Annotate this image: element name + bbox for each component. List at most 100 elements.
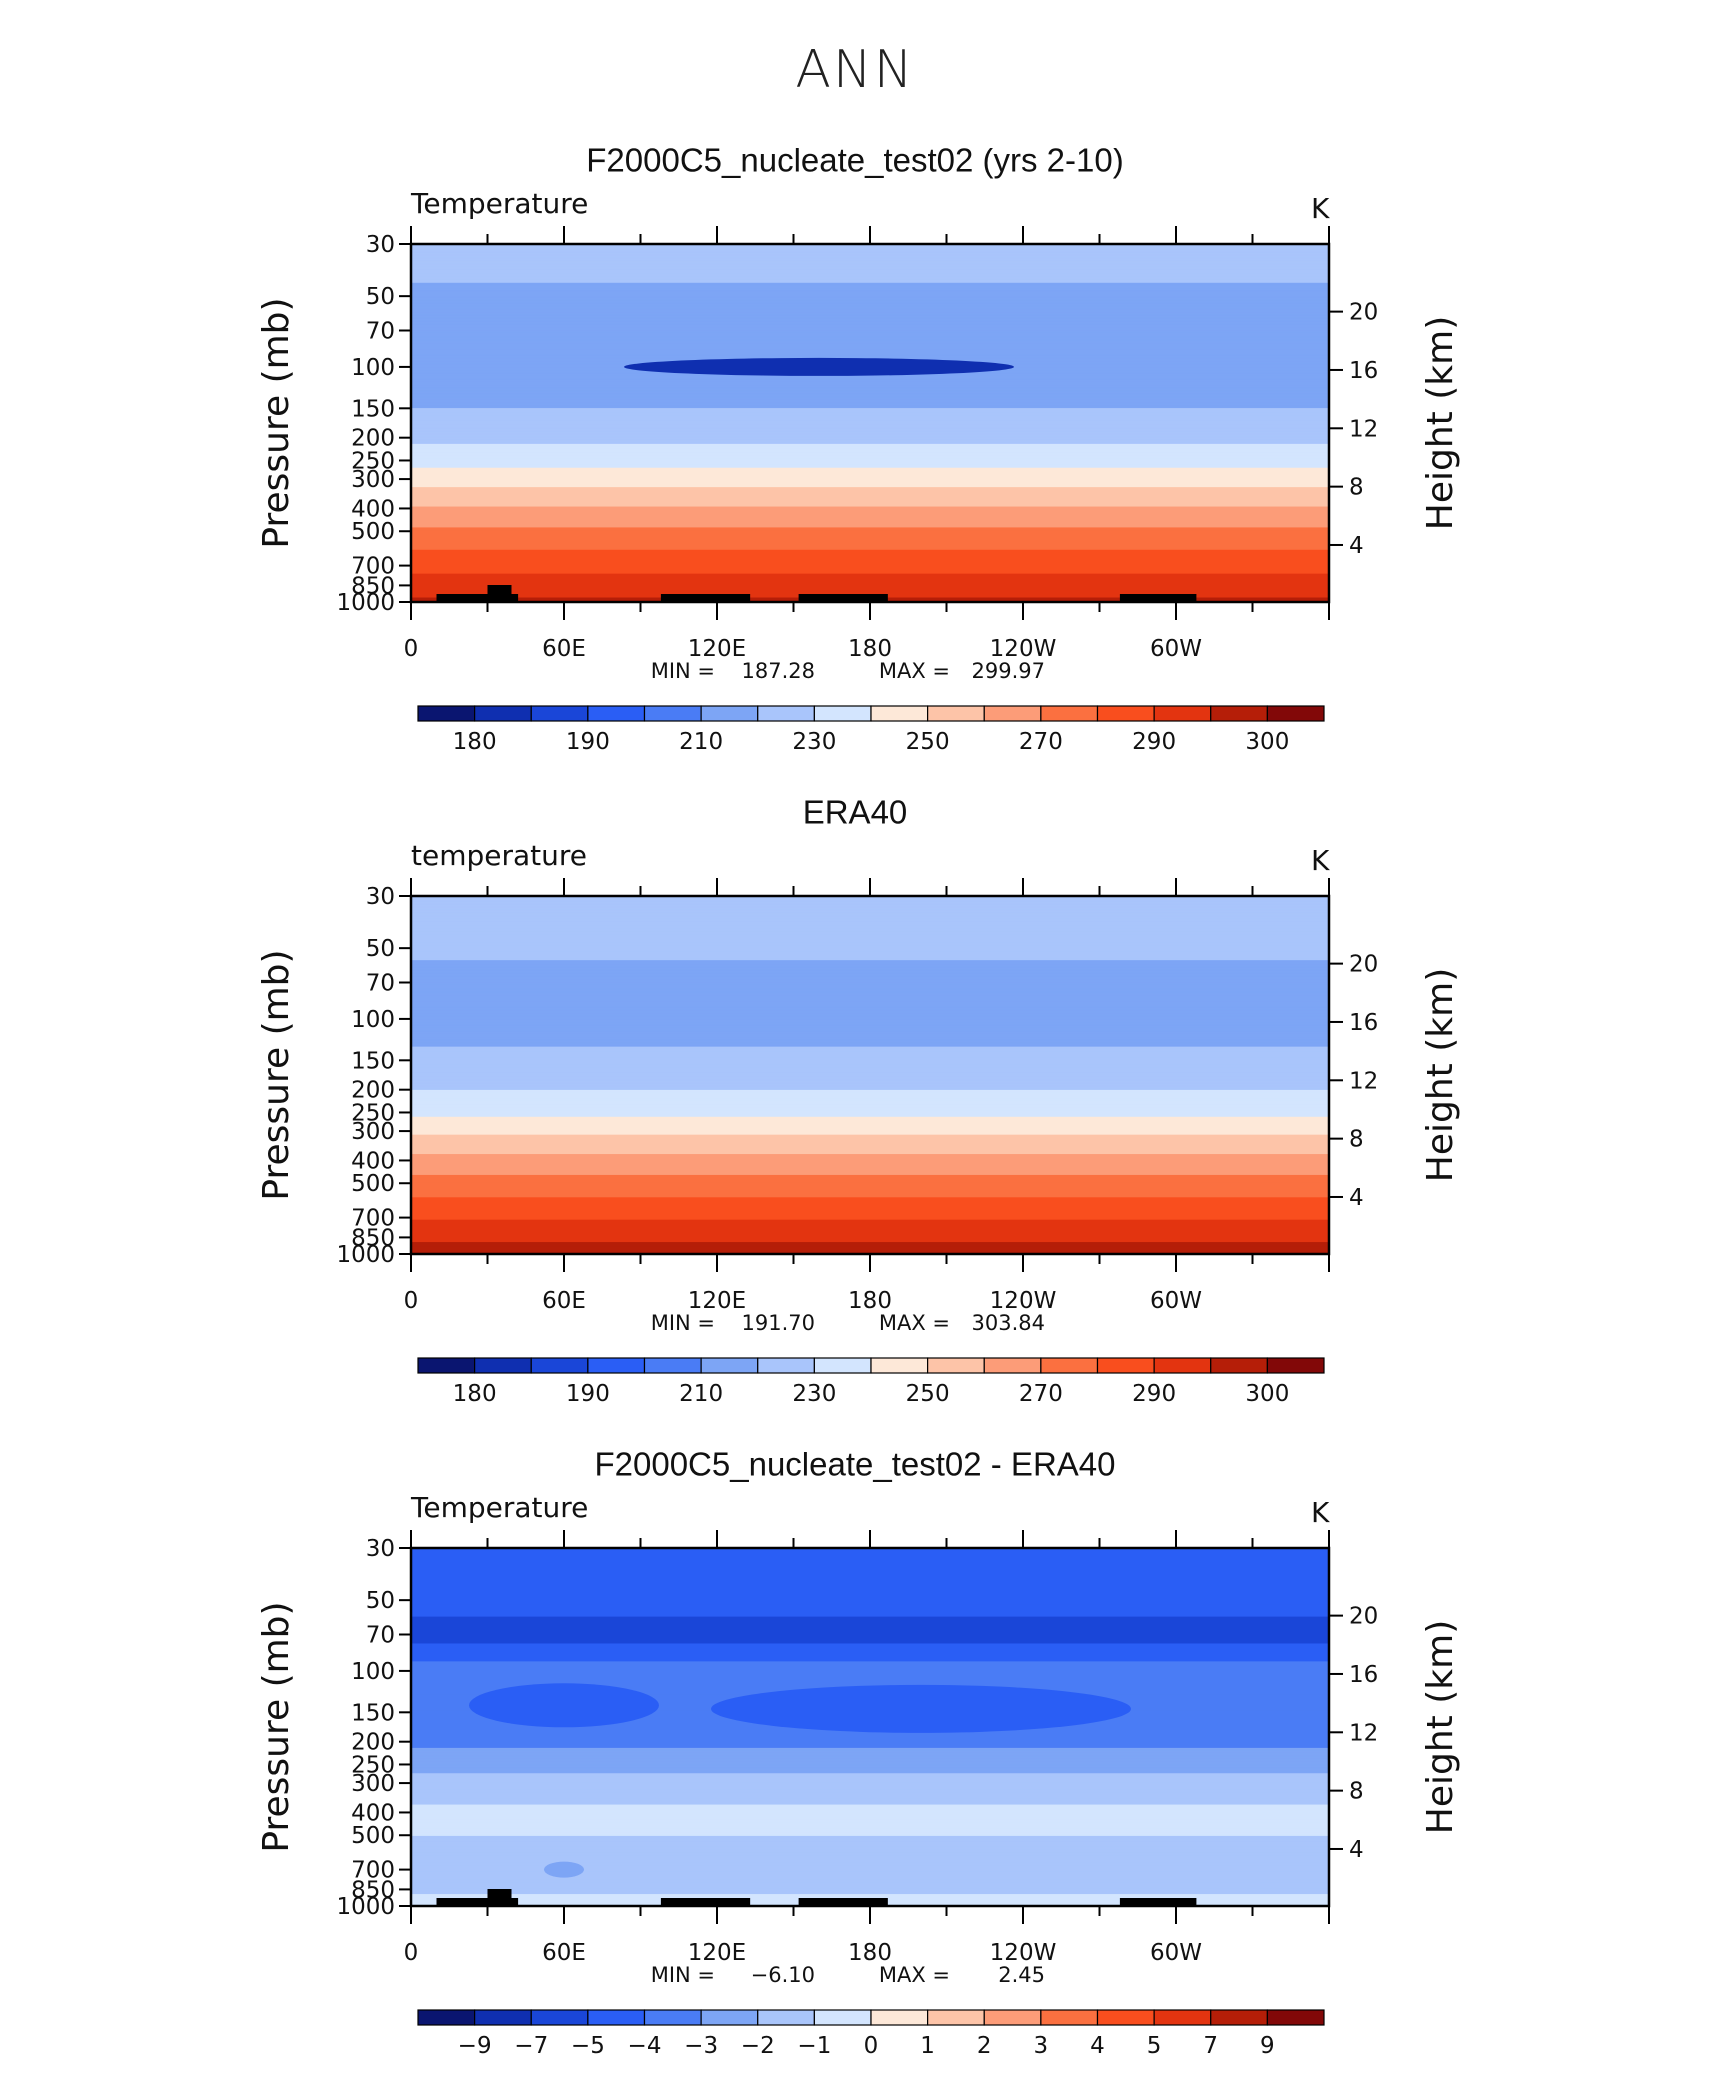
colorbar-label: −5: [571, 2033, 605, 2059]
contour-band: [411, 288, 1329, 291]
contour-band: [411, 1216, 1329, 1219]
contour-band: [411, 536, 1329, 539]
contour-band: [411, 1086, 1329, 1090]
colorbar-swatch: [417, 2009, 476, 2026]
contour-band: [411, 406, 1329, 409]
contour-band: [411, 912, 1329, 915]
contour-band: [411, 913, 1329, 916]
contour-band: [411, 1888, 1329, 1891]
contour-band: [411, 585, 1329, 588]
contour-band: [411, 354, 1329, 357]
contour-band: [411, 297, 1329, 300]
contour-band: [411, 1589, 1329, 1592]
contour-band: [411, 1862, 1329, 1865]
contour-band: [411, 1064, 1329, 1067]
contour-band: [411, 1095, 1329, 1098]
contour-band: [411, 1768, 1329, 1771]
contour-band: [411, 915, 1329, 918]
lon-tick-label: 120W: [990, 636, 1057, 662]
contour-band: [411, 1600, 1329, 1603]
pressure-tick-label: 1000: [336, 1894, 395, 1920]
contour-band: [411, 554, 1329, 557]
colorbar-swatch: [1210, 705, 1268, 722]
contour-band: [411, 1058, 1329, 1061]
contour-band: [411, 1234, 1329, 1237]
topography-mask: [798, 594, 888, 602]
contour-band: [411, 545, 1329, 548]
contour-band: [411, 488, 1329, 491]
contour-band: [411, 1740, 1329, 1743]
colorbar-swatch: [417, 1357, 476, 1374]
contour-band: [411, 1794, 1329, 1797]
contour-band: [411, 591, 1329, 594]
contour-band: [411, 1218, 1329, 1221]
contour-band: [411, 1647, 1329, 1651]
contour-band: [411, 388, 1329, 391]
contour-band: [411, 1561, 1329, 1564]
contour-band: [411, 898, 1329, 902]
contour-band: [411, 414, 1329, 417]
contour-band: [411, 418, 1329, 421]
colorbar-swatch: [587, 2009, 646, 2026]
contour-band: [411, 518, 1329, 521]
contour-band: [411, 936, 1329, 939]
height-tick-label: 16: [1349, 1662, 1378, 1688]
contour-band: [411, 257, 1329, 260]
contour-band: [411, 1891, 1329, 1894]
colorbar-label: 190: [566, 729, 610, 755]
contour-band: [411, 1070, 1329, 1073]
contour-band: [411, 1850, 1329, 1853]
contour-band: [411, 1603, 1329, 1606]
contour-band: [411, 1039, 1329, 1042]
contour-band: [411, 975, 1329, 978]
contour-band: [411, 1079, 1329, 1082]
pressure-tick-label: 30: [366, 1536, 395, 1562]
contour-band: [411, 1224, 1329, 1227]
contour-band: [411, 300, 1329, 303]
contour-band: [411, 588, 1329, 591]
contour-band: [411, 1864, 1329, 1867]
contour-band: [411, 266, 1329, 269]
contour-band: [411, 1163, 1329, 1166]
contour-band: [411, 1777, 1329, 1780]
height-tick-label: 8: [1349, 1127, 1364, 1153]
contour-band: [411, 1227, 1329, 1230]
height-tick-label: 4: [1349, 1837, 1364, 1863]
contour-band: [411, 1125, 1329, 1128]
colorbar-label: −3: [684, 2033, 718, 2059]
contour-band: [411, 327, 1329, 330]
contour-band: [411, 1849, 1329, 1852]
colorbar-label: 270: [1019, 1381, 1063, 1407]
contour-band: [411, 1747, 1329, 1750]
contour-band: [411, 460, 1329, 463]
contour-band: [411, 263, 1329, 266]
contour-band: [411, 572, 1329, 575]
colorbar-swatch: [813, 1357, 872, 1374]
contour-band: [411, 964, 1329, 967]
colorbar-swatch: [530, 705, 589, 722]
contour-band: [411, 381, 1329, 384]
colorbar-swatch: [757, 1357, 815, 1374]
contour-band: [411, 293, 1329, 296]
contour-band: [411, 1082, 1329, 1085]
contour-band: [411, 1015, 1329, 1018]
contour-band: [411, 1106, 1329, 1109]
contour-band: [411, 1779, 1329, 1782]
contour-band: [411, 1804, 1329, 1807]
contour-band: [411, 1142, 1329, 1145]
colorbar-label: 300: [1245, 729, 1289, 755]
contour-band: [411, 352, 1329, 355]
colorbar-swatch: [757, 705, 815, 722]
contour-band: [411, 1194, 1329, 1197]
contour-band: [411, 502, 1329, 505]
lon-tick-label: 60W: [1150, 1940, 1202, 1966]
contour-band: [411, 267, 1329, 270]
colorbar-swatch: [813, 705, 872, 722]
lon-tick-label: 120E: [688, 1288, 746, 1314]
pressure-tick-label: 50: [366, 284, 395, 310]
contour-band: [411, 1889, 1329, 1892]
contour-band: [411, 1043, 1329, 1046]
contour-band: [411, 1189, 1329, 1192]
contour-band: [411, 1089, 1329, 1093]
contour-band: [411, 1133, 1329, 1136]
